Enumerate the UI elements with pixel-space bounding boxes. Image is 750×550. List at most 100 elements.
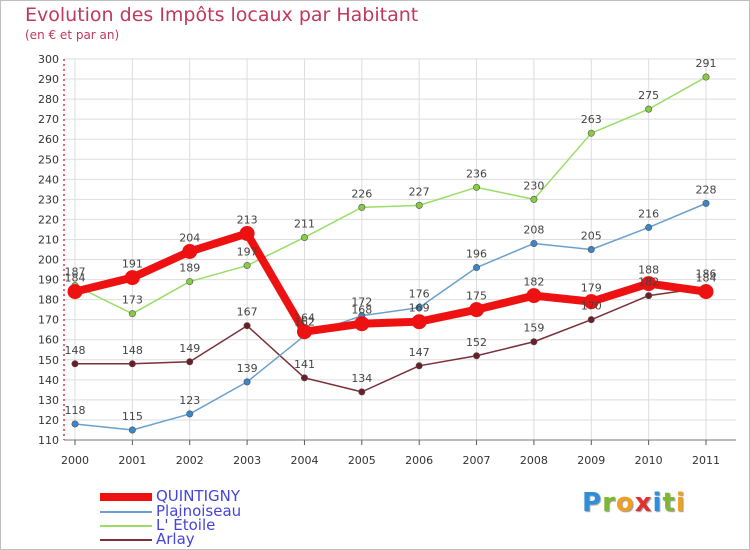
series-line-l-toile: [74, 76, 707, 315]
data-label: 159: [523, 322, 544, 335]
data-label: 123: [179, 394, 200, 407]
x-tick-label: 2008: [520, 454, 548, 467]
x-tick-label: 2001: [118, 454, 146, 467]
data-label: 115: [122, 410, 143, 423]
data-point: [358, 388, 366, 396]
x-tick-label: 2003: [233, 454, 261, 467]
data-point: [186, 358, 194, 366]
legend-swatch: [100, 493, 152, 501]
chart-title: Evolution des Impôts locaux par Habitant: [25, 4, 419, 26]
data-point: [182, 244, 198, 260]
data-label: 186: [696, 268, 717, 281]
data-label: 196: [466, 248, 487, 261]
legend-label: L' Étoile: [156, 516, 216, 534]
legend-swatch: [100, 511, 152, 513]
data-point: [358, 203, 366, 211]
data-label: 162: [294, 316, 315, 329]
x-tick-label: 2002: [176, 454, 204, 467]
data-label: 118: [65, 404, 86, 417]
y-tick-label: 200: [38, 254, 59, 267]
data-label: 170: [581, 300, 602, 313]
data-point: [128, 310, 136, 318]
data-point: [128, 426, 136, 434]
logo-letter: x: [634, 488, 653, 518]
data-label: 164: [294, 312, 315, 325]
data-point: [124, 270, 140, 286]
data-point: [702, 199, 710, 207]
series-line-plainoiseau: [74, 202, 707, 431]
data-point: [354, 316, 370, 332]
data-label: 139: [237, 362, 258, 375]
data-label: 148: [122, 344, 143, 357]
y-tick-label: 280: [38, 93, 59, 106]
data-point: [702, 73, 710, 81]
data-label: 228: [696, 183, 717, 196]
data-point: [296, 324, 312, 340]
y-tick-label: 120: [38, 414, 59, 427]
x-tick-label: 2004: [290, 454, 318, 467]
data-point: [587, 246, 595, 254]
y-tick-label: 300: [38, 53, 59, 66]
data-point: [645, 105, 653, 113]
data-point: [530, 338, 538, 346]
x-tick-label: 2000: [61, 454, 89, 467]
data-label: 211: [294, 217, 315, 230]
data-point: [469, 302, 485, 318]
legend-label: Arlay: [156, 530, 195, 548]
legend-item: Arlay: [100, 530, 360, 548]
y-tick-label: 250: [38, 153, 59, 166]
data-label: 226: [351, 187, 372, 200]
data-point: [530, 239, 538, 247]
logo-letter: t: [662, 488, 676, 518]
data-point: [239, 225, 255, 241]
data-label: 169: [409, 302, 430, 315]
legend-label: QUINTIGNY: [156, 487, 241, 505]
y-tick-label: 220: [38, 213, 59, 226]
legend-item: L' Étoile: [100, 516, 360, 534]
data-label: 173: [122, 294, 143, 307]
data-label: 172: [351, 296, 372, 309]
data-label: 179: [581, 282, 602, 295]
y-tick-label: 230: [38, 193, 59, 206]
data-label: 175: [466, 290, 487, 303]
y-tick-label: 290: [38, 73, 59, 86]
data-label: 188: [638, 264, 659, 277]
logo-letter: o: [615, 488, 635, 518]
x-tick-label: 2009: [577, 454, 605, 467]
data-label: 205: [581, 230, 602, 243]
data-label: 147: [409, 346, 430, 359]
data-label: 149: [179, 342, 200, 355]
data-label: 197: [237, 246, 258, 259]
y-tick-label: 130: [38, 394, 59, 407]
chart-subtitle: (en € et par an): [25, 28, 120, 42]
legend-item: QUINTIGNY: [100, 487, 360, 505]
data-label: 184: [696, 272, 717, 285]
data-label: 187: [65, 266, 86, 279]
legend-swatch: [100, 525, 152, 527]
data-point: [243, 322, 251, 330]
data-label: 191: [122, 258, 143, 271]
y-tick-label: 180: [38, 294, 59, 307]
logo-letter: i: [652, 488, 663, 518]
data-point: [698, 284, 714, 300]
data-point: [300, 374, 308, 382]
data-point: [415, 304, 423, 312]
data-label: 263: [581, 113, 602, 126]
data-label: 176: [409, 288, 430, 301]
data-label: 182: [638, 276, 659, 289]
y-tick-label: 110: [38, 434, 59, 447]
data-label: 184: [65, 272, 86, 285]
data-label: 227: [409, 185, 430, 198]
y-tick-label: 170: [38, 314, 59, 327]
data-point: [300, 233, 308, 241]
logo-letter: P: [582, 488, 603, 518]
data-point: [71, 360, 79, 368]
data-point: [415, 362, 423, 370]
grid-layer: [64, 58, 736, 441]
data-label: 236: [466, 167, 487, 180]
y-tick-label: 150: [38, 354, 59, 367]
data-label: 204: [179, 232, 200, 245]
series-line-arlay: [74, 286, 707, 393]
y-tick-label: 210: [38, 233, 59, 246]
